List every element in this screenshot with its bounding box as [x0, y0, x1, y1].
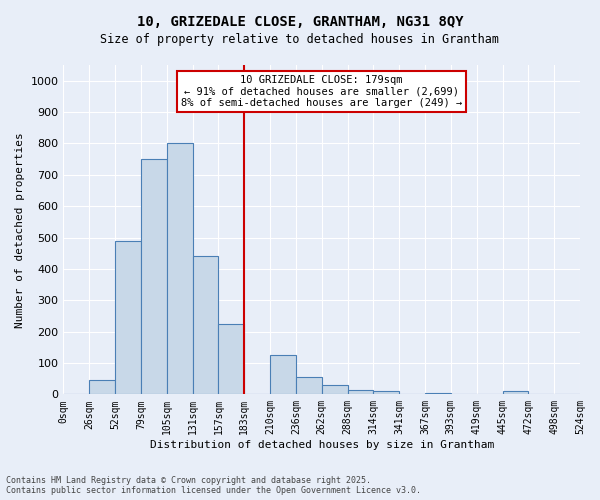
Bar: [296, 377, 322, 394]
Bar: [115, 240, 141, 394]
Bar: [347, 390, 373, 394]
Text: Size of property relative to detached houses in Grantham: Size of property relative to detached ho…: [101, 32, 499, 46]
Bar: [270, 355, 296, 395]
Bar: [218, 324, 244, 394]
Bar: [89, 380, 115, 394]
Bar: [373, 391, 399, 394]
Text: 10 GRIZEDALE CLOSE: 179sqm
← 91% of detached houses are smaller (2,699)
8% of se: 10 GRIZEDALE CLOSE: 179sqm ← 91% of deta…: [181, 75, 463, 108]
Bar: [503, 391, 529, 394]
Bar: [141, 159, 167, 394]
Bar: [322, 385, 347, 394]
Bar: [193, 256, 218, 394]
Y-axis label: Number of detached properties: Number of detached properties: [15, 132, 25, 328]
Text: 10, GRIZEDALE CLOSE, GRANTHAM, NG31 8QY: 10, GRIZEDALE CLOSE, GRANTHAM, NG31 8QY: [137, 15, 463, 29]
Text: Contains HM Land Registry data © Crown copyright and database right 2025.
Contai: Contains HM Land Registry data © Crown c…: [6, 476, 421, 495]
X-axis label: Distribution of detached houses by size in Grantham: Distribution of detached houses by size …: [149, 440, 494, 450]
Bar: [167, 144, 193, 394]
Bar: [425, 393, 451, 394]
